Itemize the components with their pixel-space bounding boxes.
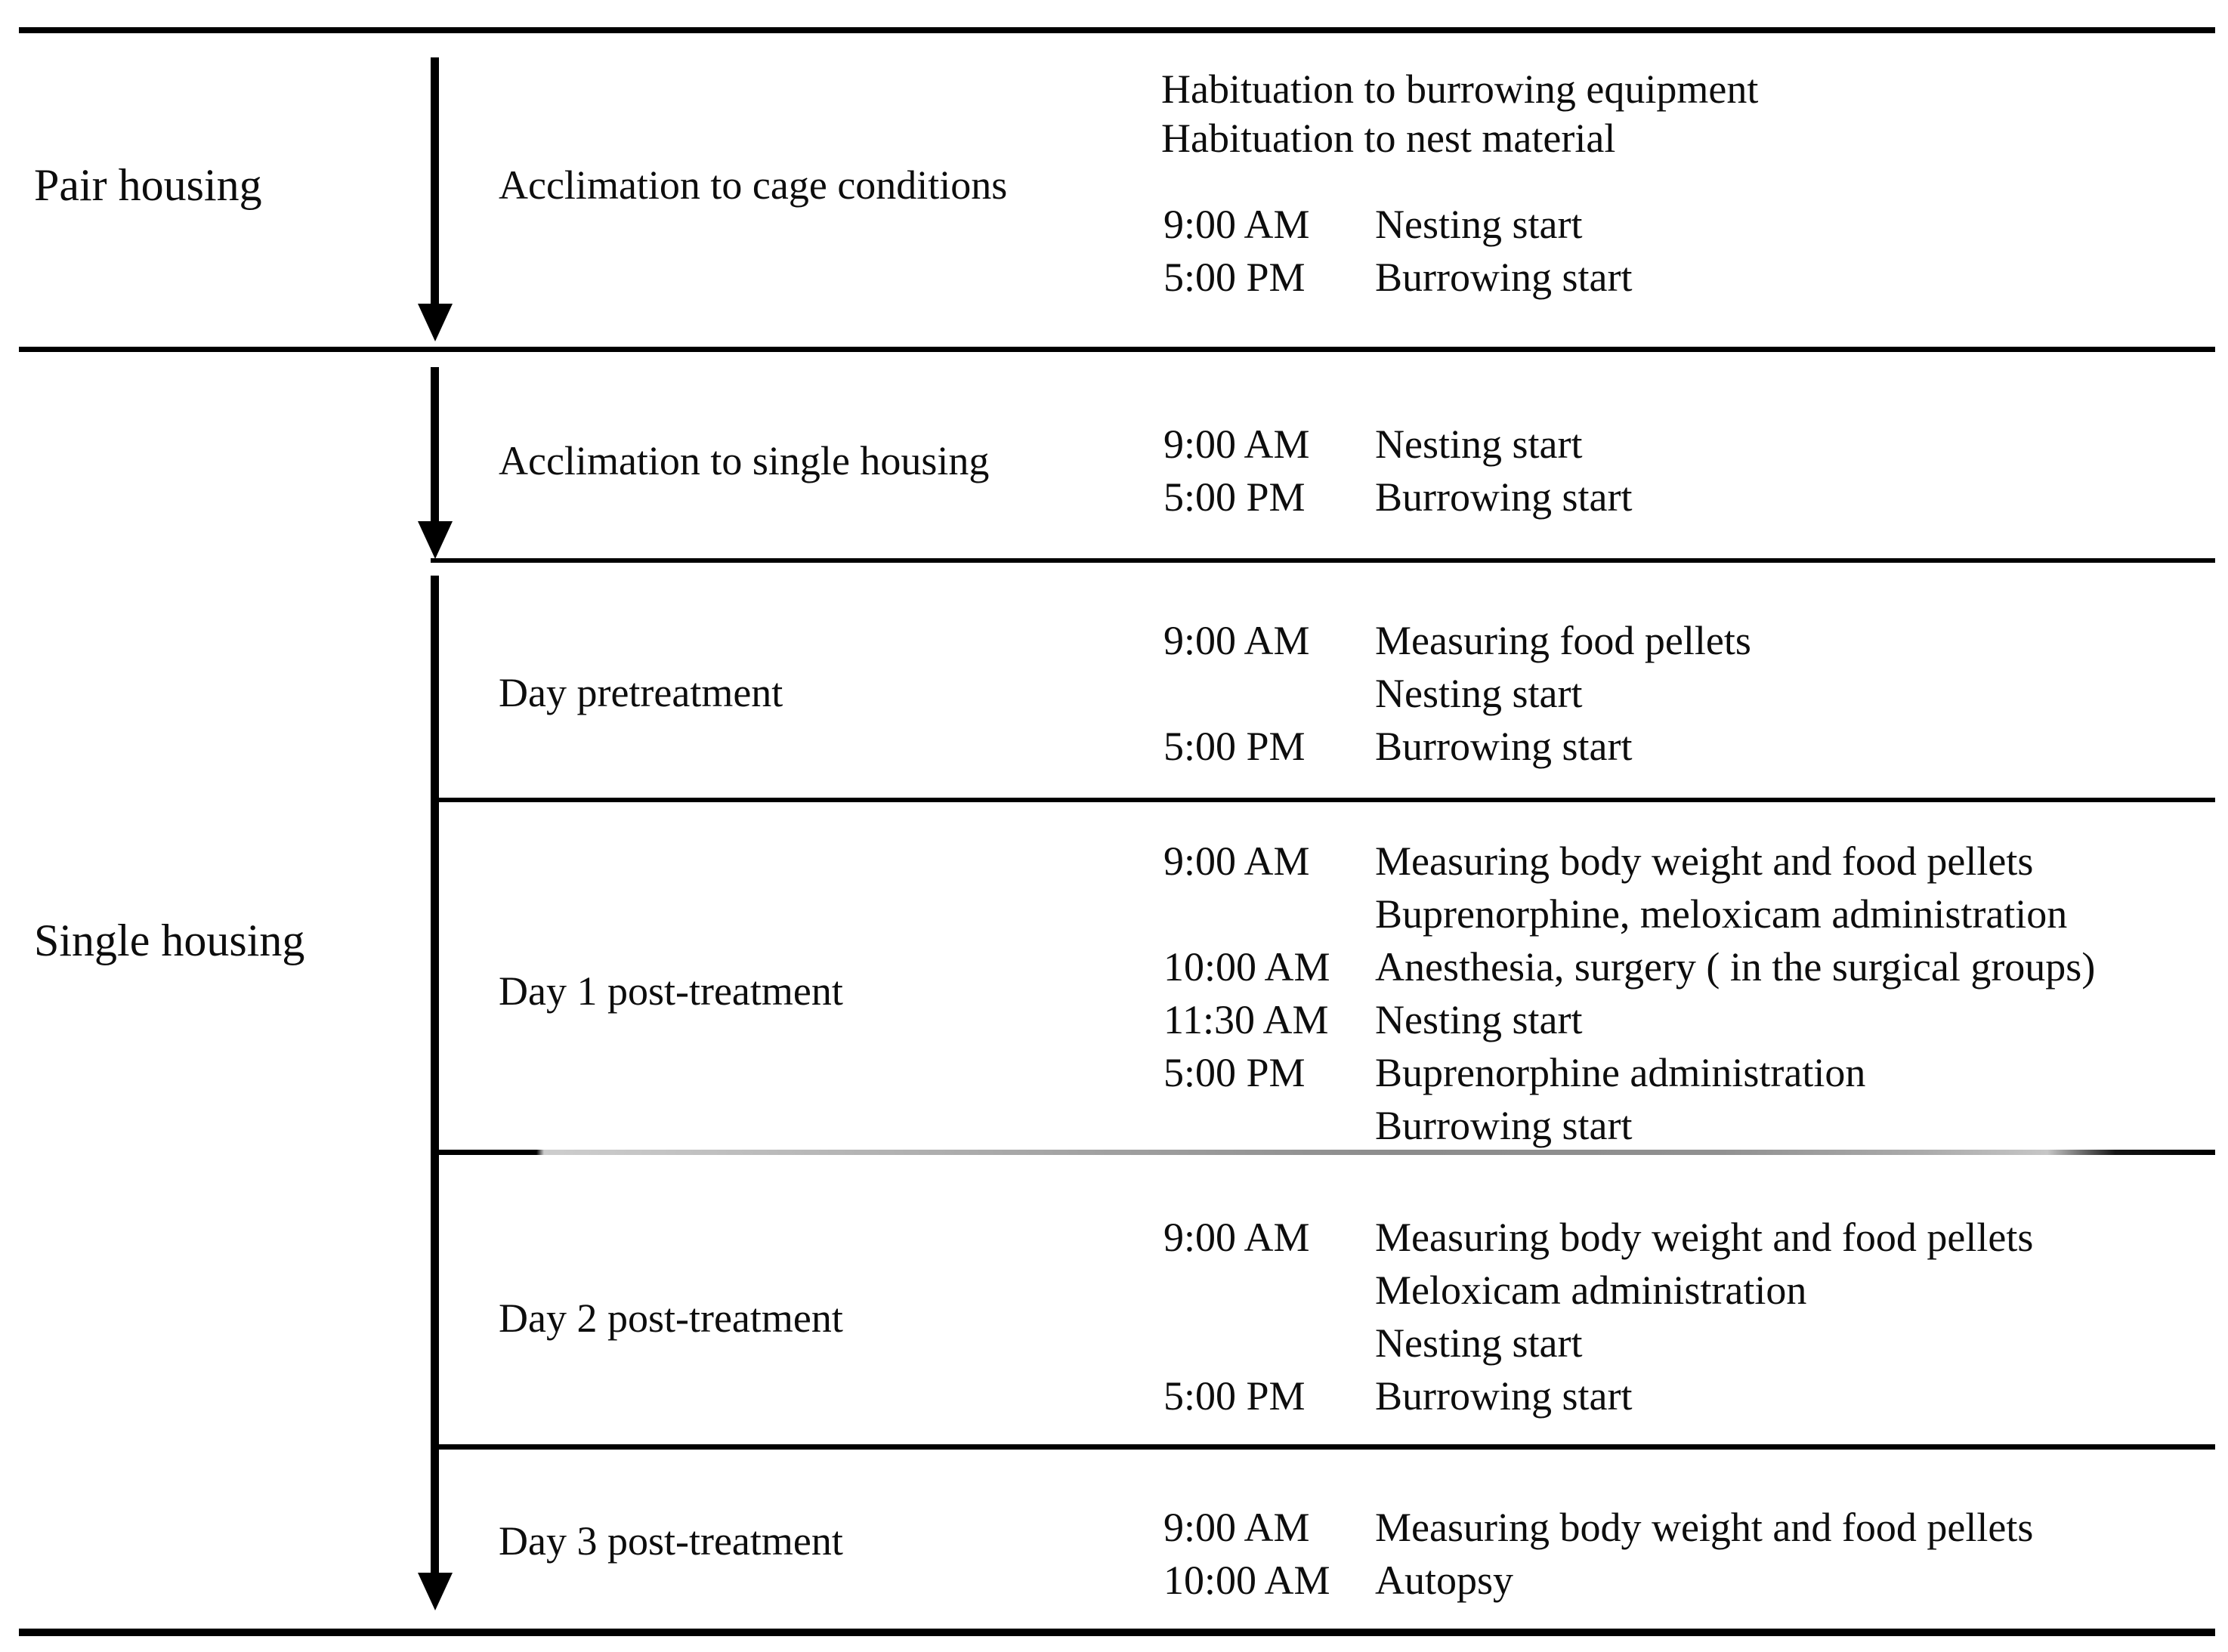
schedule-time: 9:00 AM xyxy=(1163,618,1310,663)
phase-label: Acclimation to cage conditions xyxy=(499,162,1008,208)
schedule-time: 5:00 PM xyxy=(1163,1050,1306,1095)
schedule-row: Burrowing start xyxy=(1163,1099,1632,1152)
schedule-activity: Nesting start xyxy=(1375,1320,1583,1366)
group-label-pair-housing: Pair housing xyxy=(34,159,262,210)
schedule-row: 11:30 AM Nesting start xyxy=(1163,993,1582,1046)
pair-housing-arrow-head-icon xyxy=(418,304,453,341)
rule-after-single-housing-acclimation xyxy=(431,558,2215,563)
phase-label: Day 2 post-treatment xyxy=(499,1295,843,1341)
rule-after-day-pretreatment xyxy=(431,798,2215,802)
schedule-row: 5:00 PM Burrowing start xyxy=(1163,720,1632,773)
schedule-activity: Nesting start xyxy=(1375,997,1583,1042)
phase-label: Acclimation to single housing xyxy=(499,438,990,483)
schedule-row: 9:00 AM Measuring body weight and food pe… xyxy=(1163,1501,2033,1554)
schedule-activity: Nesting start xyxy=(1375,421,1583,467)
rule-top xyxy=(19,27,2215,33)
habituation-note: Habituation to nest material xyxy=(1161,116,1616,161)
post-treatment-arrow-shaft xyxy=(431,576,439,1574)
rule-after-day2-post-treatment xyxy=(431,1444,2215,1450)
rule-after-day1-post-treatment xyxy=(431,1150,2215,1155)
schedule-time: 10:00 AM xyxy=(1163,944,1330,990)
schedule-row: Meloxicam administration xyxy=(1163,1264,1806,1317)
schedule-activity: Burrowing start xyxy=(1375,255,1633,300)
schedule-row: 9:00 AM Measuring body weight and food pe… xyxy=(1163,835,2033,888)
schedule-row: 5:00 PM Burrowing start xyxy=(1163,1369,1632,1422)
schedule-row: Buprenorphine, meloxicam administration xyxy=(1163,888,2067,940)
schedule-activity: Burrowing start xyxy=(1375,724,1633,769)
schedule-activity: Anesthesia, surgery ( in the surgical gr… xyxy=(1375,944,2096,990)
schedule-activity: Meloxicam administration xyxy=(1375,1268,1807,1313)
schedule-activity: Buprenorphine, meloxicam administration xyxy=(1375,891,2068,937)
schedule-activity: Measuring body weight and food pellets xyxy=(1375,838,2034,884)
schedule-activity: Nesting start xyxy=(1375,202,1583,247)
schedule-time: 10:00 AM xyxy=(1163,1558,1330,1603)
schedule-activity: Burrowing start xyxy=(1375,1103,1633,1148)
schedule-activity: Buprenorphine administration xyxy=(1375,1050,1866,1095)
schedule-activity: Burrowing start xyxy=(1375,1373,1633,1419)
schedule-row: 9:00 AM Measuring body weight and food pe… xyxy=(1163,1211,2033,1264)
schedule-activity: Burrowing start xyxy=(1375,474,1633,520)
single-acclimation-arrow-shaft xyxy=(431,367,439,523)
schedule-activity: Measuring food pellets xyxy=(1375,618,1751,663)
single-acclimation-arrow-head-icon xyxy=(418,521,453,559)
schedule-row: 10:00 AM Autopsy xyxy=(1163,1554,1513,1607)
schedule-activity: Measuring body weight and food pellets xyxy=(1375,1215,2034,1260)
pair-housing-arrow-shaft xyxy=(431,57,439,305)
schedule-time: 9:00 AM xyxy=(1163,1215,1310,1260)
phase-label: Day pretreatment xyxy=(499,670,783,715)
group-label-single-housing: Single housing xyxy=(34,915,305,965)
rule-after-pair-housing xyxy=(19,347,2215,352)
schedule-activity: Nesting start xyxy=(1375,671,1583,716)
phase-label: Day 1 post-treatment xyxy=(499,968,843,1014)
schedule-activity: Measuring body weight and food pellets xyxy=(1375,1505,2034,1550)
schedule-time: 11:30 AM xyxy=(1163,997,1329,1042)
schedule-row: 5:00 PM Burrowing start xyxy=(1163,471,1632,523)
schedule-row: 9:00 AM Nesting start xyxy=(1163,198,1582,251)
schedule-time: 5:00 PM xyxy=(1163,255,1306,300)
schedule-time: 5:00 PM xyxy=(1163,474,1306,520)
schedule-row: 9:00 AM Measuring food pellets xyxy=(1163,614,1751,667)
schedule-time: 9:00 AM xyxy=(1163,202,1310,247)
phase-label: Day 3 post-treatment xyxy=(499,1518,843,1564)
schedule-row: Nesting start xyxy=(1163,1317,1582,1369)
schedule-row: 5:00 PM Buprenorphine administration xyxy=(1163,1046,1865,1099)
schedule-time: 9:00 AM xyxy=(1163,1505,1310,1550)
schedule-row: 9:00 AM Nesting start xyxy=(1163,418,1582,471)
habituation-note: Habituation to burrowing equipment xyxy=(1161,66,1759,112)
schedule-row: 5:00 PM Burrowing start xyxy=(1163,251,1632,304)
post-treatment-arrow-head-icon xyxy=(418,1573,453,1610)
schedule-time: 5:00 PM xyxy=(1163,724,1306,769)
schedule-row: 10:00 AM Anesthesia, surgery ( in the sur… xyxy=(1163,940,2095,993)
schedule-time: 9:00 AM xyxy=(1163,421,1310,467)
schedule-time: 5:00 PM xyxy=(1163,1373,1306,1419)
schedule-time: 9:00 AM xyxy=(1163,838,1310,884)
schedule-row: Nesting start xyxy=(1163,667,1582,720)
schedule-activity: Autopsy xyxy=(1375,1558,1514,1603)
rule-bottom xyxy=(19,1629,2215,1636)
